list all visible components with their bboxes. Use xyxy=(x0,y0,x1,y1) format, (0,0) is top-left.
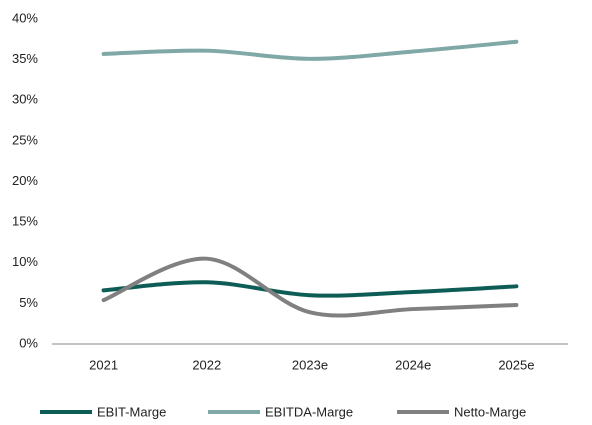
line-series xyxy=(101,280,519,298)
y-tick-label: 30% xyxy=(12,92,38,107)
x-tick-label: 2023e xyxy=(292,357,328,372)
y-tick-label: 0% xyxy=(19,335,38,350)
line-series xyxy=(101,256,519,318)
y-tick-label: 35% xyxy=(12,51,38,66)
y-tick-label: 20% xyxy=(12,173,38,188)
y-tick-label: 10% xyxy=(12,254,38,269)
x-tick-label: 2021 xyxy=(89,357,118,372)
x-tick-label: 2024e xyxy=(395,357,431,372)
legend-label: Netto-Marge xyxy=(454,404,526,419)
x-tick-label: 2022 xyxy=(192,357,221,372)
y-tick-label: 25% xyxy=(12,132,38,147)
legend-label: EBITDA-Marge xyxy=(265,404,353,419)
y-tick-label: 5% xyxy=(19,295,38,310)
y-tick-label: 15% xyxy=(12,214,38,229)
x-tick-label: 2025e xyxy=(498,357,534,372)
y-tick-label: 40% xyxy=(12,10,38,25)
legend-label: EBIT-Marge xyxy=(97,404,166,419)
line-series xyxy=(101,39,519,61)
